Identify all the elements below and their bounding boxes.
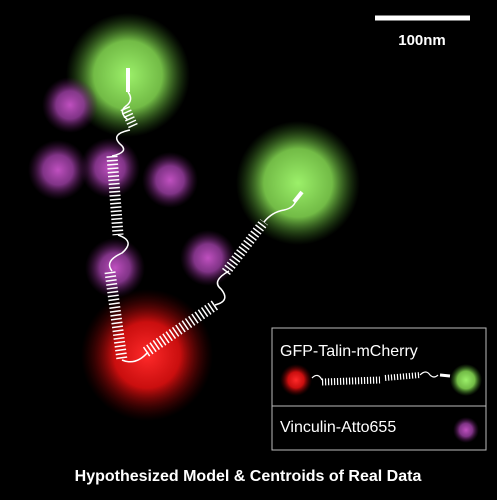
legend-mcherry xyxy=(280,364,312,396)
helix xyxy=(222,218,268,276)
vinculin-centroid xyxy=(42,77,98,133)
vinculin-centroid xyxy=(180,230,236,286)
legend-gfp xyxy=(450,364,482,396)
loop xyxy=(121,351,149,363)
legend-label: Vinculin-Atto655 xyxy=(280,419,396,436)
centroids xyxy=(28,13,360,421)
legend-label: GFP-Talin-mCherry xyxy=(280,343,418,360)
tail xyxy=(292,190,304,204)
loop xyxy=(311,374,323,381)
legend: GFP-Talin-mCherry Vinculin-Atto655 xyxy=(271,327,487,451)
head xyxy=(439,373,451,378)
loop xyxy=(121,91,132,121)
vinculin-centroid xyxy=(142,152,198,208)
loop xyxy=(111,129,131,157)
loop xyxy=(419,371,439,378)
caption: Hypothesized Model & Centroids of Real D… xyxy=(75,468,422,485)
loop xyxy=(108,234,129,272)
talin-model xyxy=(104,68,304,363)
loop xyxy=(263,199,297,223)
loop xyxy=(214,270,230,306)
scale-label: 100nm xyxy=(398,32,446,49)
vinculin-centroid xyxy=(28,140,88,200)
mcherry-centroid xyxy=(81,289,213,421)
legend-model xyxy=(311,371,451,386)
helix xyxy=(321,376,381,386)
helix xyxy=(106,155,124,236)
legend-vinculin xyxy=(453,417,479,443)
gfp-centroid xyxy=(236,121,360,245)
vinculin-centroid xyxy=(85,238,145,298)
